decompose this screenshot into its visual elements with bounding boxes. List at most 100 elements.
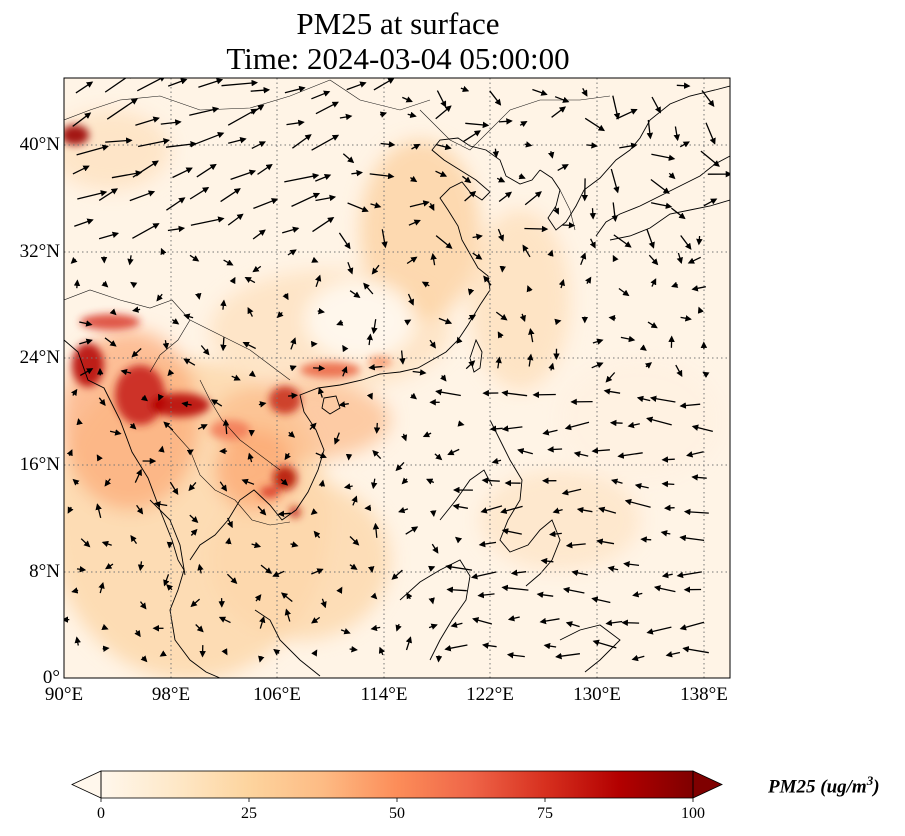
wind-arrow [404,319,412,326]
wind-arrow [580,252,587,266]
wind-arrow [489,90,502,106]
wind-arrow [661,571,673,579]
wind-arrow [592,338,604,345]
wind-arrow [74,218,94,227]
wind-arrow [605,619,623,627]
wind-arrow [542,429,558,436]
wind-arrow [472,233,483,241]
wind-arrow [227,213,244,226]
wind-arrow [229,276,236,285]
wind-arrow [197,424,208,431]
wind-arrow [105,563,114,570]
wind-arrow [492,148,499,158]
wind-arrow [620,335,636,343]
wind-arrow [313,364,326,372]
wind-arrow [497,331,504,339]
wind-arrow [111,170,143,179]
wind-arrow [510,569,527,576]
wind-arrow [342,344,349,353]
wind-arrow [501,425,523,432]
wind-arrow [195,624,204,633]
wind-arrow [291,192,321,207]
wind-arrow [676,571,702,579]
wind-arrow [398,506,409,514]
wind-arrow [162,340,170,350]
wind-arrow [166,541,174,549]
wind-arrow [664,504,675,512]
wind-arrow [188,481,197,492]
wind-arrow [697,306,704,314]
wind-arrow [472,617,493,625]
wind-arrow [288,392,298,400]
wind-arrow [181,401,192,408]
lat-tick-label: 0° [42,667,60,688]
wind-arrow [320,598,327,609]
wind-arrow [221,79,258,87]
wind-arrow [686,451,704,458]
wind-arrow [351,495,358,506]
wind-arrow [98,581,105,594]
wind-arrow [74,636,81,646]
wind-arrow [603,388,621,395]
wind-arrow [67,506,74,514]
wind-arrow [671,281,679,288]
wind-arrow [631,654,645,662]
wind-arrow [411,143,421,150]
wind-arrow [189,254,200,262]
wind-arrow [554,318,562,326]
wind-arrow [547,446,563,453]
wind-arrow [609,419,623,427]
wind-arrow [371,264,380,275]
wind-arrow [435,235,453,249]
wind-arrow [220,299,227,310]
wind-arrow [610,478,623,485]
wind-arrow [596,538,615,545]
wind-arrow [370,202,382,209]
wind-arrow [680,315,692,322]
wind-arrow [137,561,145,572]
wind-arrow [405,636,413,651]
wind-arrow [612,254,619,263]
wind-arrow [284,85,306,94]
colorbar-extend-min [71,770,102,799]
wind-arrow [250,86,271,94]
wind-arrow [481,477,500,484]
wind-arrow [619,142,638,150]
lon-tick-label: 130°E [573,684,621,705]
lon-tick-label: 138°E [680,684,728,705]
wind-arrow [400,433,408,442]
wind-arrow [79,338,93,345]
wind-arrow [75,81,94,94]
wind-arrow [581,87,588,97]
wind-arrow [189,132,225,147]
wind-arrow [428,565,436,572]
wind-arrow [679,534,705,542]
wind-arrow [445,563,473,571]
wind-arrow [429,339,436,349]
wind-arrow [189,106,220,116]
wind-arrow [77,190,108,200]
wind-arrow [409,392,418,400]
wind-arrow [120,368,132,376]
wind-arrow [189,514,199,523]
wind-arrow [288,431,296,438]
wind-arrow [428,623,438,630]
wind-arrow [500,505,523,514]
wind-arrow [153,501,168,508]
wind-arrow [70,257,78,264]
wind-arrow [434,453,443,461]
wind-arrow [101,540,112,548]
wind-arrow [623,561,640,568]
wind-arrow [646,119,654,140]
wind-arrow [528,328,535,343]
wind-arrow [650,202,673,209]
wind-arrow [195,292,202,300]
wind-arrow [186,449,194,456]
wind-arrow [591,447,610,454]
colorbar [71,770,723,802]
wind-arrow [608,314,616,322]
wind-arrow [539,617,560,625]
wind-arrow [632,591,643,598]
wind-arrow [197,563,204,574]
wind-arrow [158,445,165,453]
